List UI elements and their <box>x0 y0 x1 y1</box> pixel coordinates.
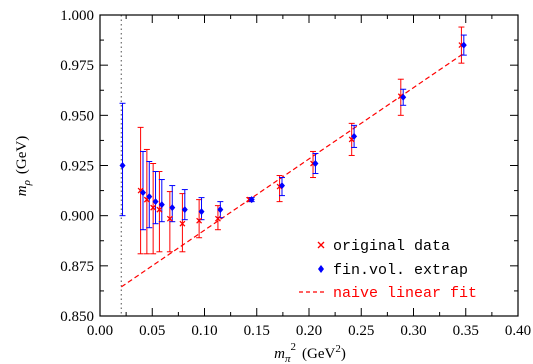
extrap-data-point <box>181 206 188 214</box>
y-axis-symbol: m <box>14 185 30 196</box>
original-data-point <box>196 217 203 224</box>
x-tick-label: 0.15 <box>244 323 270 339</box>
extrap-data-point <box>400 93 407 101</box>
original-data-point <box>179 220 186 227</box>
x-tick-label: 0.30 <box>400 323 426 339</box>
original-data-stroke <box>196 217 203 224</box>
extrap-data-point <box>248 196 255 204</box>
extrap-data-point <box>460 41 467 49</box>
x-tick-label: 0.10 <box>191 323 217 339</box>
x-axis-subscript: π <box>285 353 291 364</box>
original-data-point <box>150 204 157 211</box>
extrap-data-point <box>158 201 165 209</box>
original-data-stroke <box>179 220 186 227</box>
legend-marker-original <box>317 241 325 249</box>
x-axis-title: mπ2 (GeV2) <box>274 341 346 364</box>
y-tick-label: 0.900 <box>60 209 94 225</box>
y-tick-label: 0.925 <box>60 159 94 175</box>
y-tick-label: 0.875 <box>60 259 94 275</box>
linear-fit-line <box>120 53 463 288</box>
extrap-data-point <box>152 198 159 206</box>
original-data-point <box>166 215 173 222</box>
original-data-stroke <box>150 204 157 211</box>
x-tick-label: 0.20 <box>296 323 322 339</box>
extrap-data-point <box>169 204 176 212</box>
y-axis-subscript: ρ <box>21 180 33 186</box>
y-tick-label: 0.950 <box>60 108 94 124</box>
original-data-stroke <box>397 93 404 100</box>
x-axis-symbol: m <box>274 346 285 362</box>
legend: original data fin.vol. extrap naive line… <box>299 238 477 302</box>
original-data-stroke <box>156 206 163 213</box>
x-tick-label: 0.40 <box>505 323 531 339</box>
x-tick-label: 0.25 <box>348 323 374 339</box>
extrap-data-point <box>146 193 153 201</box>
x-axis-superscript: 2 <box>291 341 297 353</box>
y-tick-label: 0.975 <box>60 58 94 74</box>
extrap-data-point <box>198 208 205 216</box>
legend-label-extrap: fin.vol. extrap <box>333 262 468 279</box>
original-data-stroke <box>214 215 221 222</box>
original-data-point <box>156 206 163 213</box>
legend-label-original: original data <box>333 238 450 255</box>
x-tick-label: 0.05 <box>139 323 165 339</box>
original-data-stroke <box>137 187 144 194</box>
extrap-data-point <box>217 206 224 214</box>
extrap-data-point <box>351 132 358 140</box>
x-axis-units-superscript: 2 <box>335 343 341 355</box>
extrap-data-point <box>140 189 146 197</box>
extrap-data-point <box>278 182 285 190</box>
legend-label-fit: naive linear fit <box>333 285 477 302</box>
y-tick-label: 0.850 <box>60 309 94 325</box>
x-tick-label: 0.35 <box>453 323 479 339</box>
legend-marker-extrap <box>318 265 324 273</box>
extrap-data-point <box>312 159 319 167</box>
y-tick-label: 1.000 <box>60 8 94 24</box>
y-axis-units: (GeV) <box>14 136 30 174</box>
y-axis-title: mρ (GeV) <box>14 136 33 196</box>
original-data-point <box>214 215 221 222</box>
original-data-stroke <box>166 215 173 222</box>
x-axis-units-close: ) <box>341 346 346 362</box>
x-axis-units: (GeV <box>302 346 335 362</box>
extrap-data-point <box>119 162 126 169</box>
x-tick-label: 0.00 <box>87 323 113 339</box>
